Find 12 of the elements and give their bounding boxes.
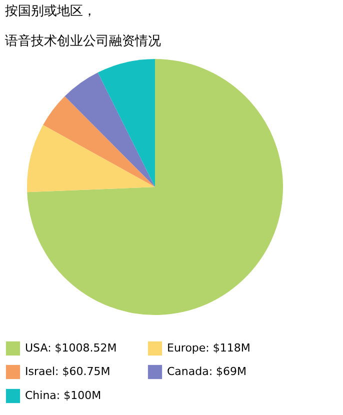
pie-slice [98,59,155,187]
pie-slice [27,124,155,192]
legend-label: China: $100M [25,389,102,402]
pie-slice [64,72,155,187]
text: 按国别或地区， [5,4,96,19]
legend-label: Europe: $118M [167,341,250,354]
legend-label: Canada: $69M [167,365,247,378]
text: 语音技术创业公司融资情况 [5,34,161,49]
legend-label: USA: $1008.52M [25,341,117,354]
pie-slice [27,59,283,315]
legend-label: Israel: $60.75M [25,365,110,378]
pie-slice [43,96,155,187]
